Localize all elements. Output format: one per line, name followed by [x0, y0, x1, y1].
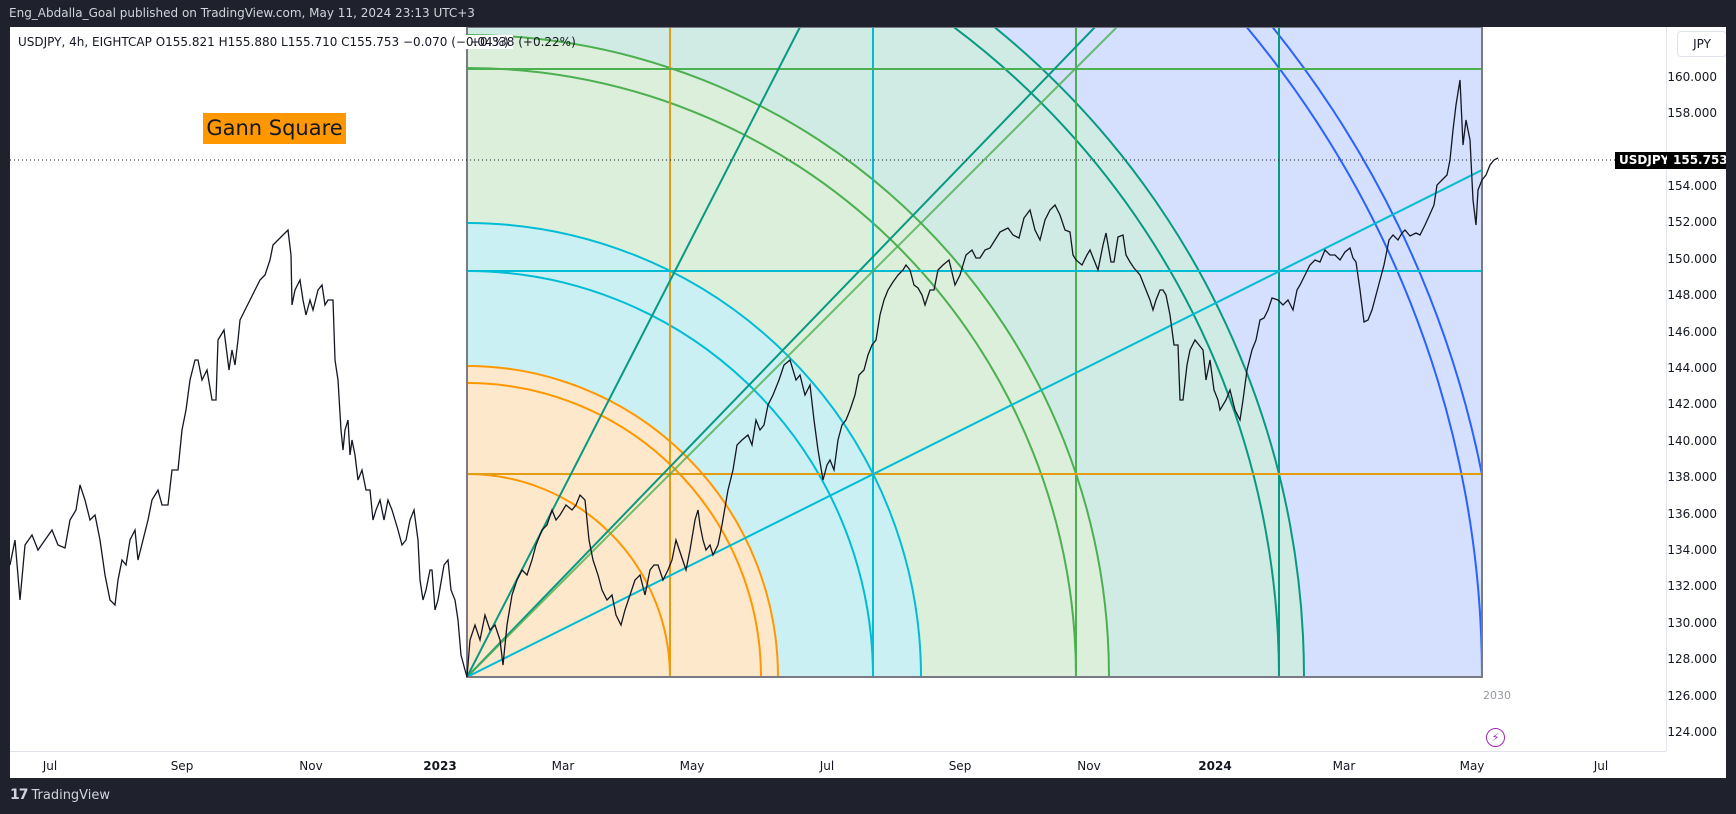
price-tick: 126.000	[1667, 689, 1717, 703]
price-tick: 142.000	[1667, 397, 1717, 411]
change-value: +0.338 (+0.22%)	[470, 35, 576, 49]
price-tick: 154.000	[1667, 179, 1717, 193]
price-tick: 152.000	[1667, 215, 1717, 229]
time-label: Jul	[1593, 759, 1609, 773]
time-label: Jul	[42, 759, 58, 773]
time-label: Sep	[948, 759, 972, 773]
price-tick: 160.000	[1667, 70, 1717, 84]
lightning-icon[interactable]: ⚡	[1486, 728, 1505, 747]
footer-branding: 17 TradingView	[10, 787, 110, 803]
gann-square-drawing[interactable]	[10, 27, 1666, 751]
time-axis[interactable]: Jul Sep Nov 2023 Mar May Jul Sep Nov 202…	[10, 751, 1666, 778]
symbol-tag: USDJPY	[1615, 152, 1674, 169]
price-tick: 158.000	[1667, 106, 1717, 120]
price-tick: 136.000	[1667, 507, 1717, 521]
price-tick: 144.000	[1667, 361, 1717, 375]
publisher-header: Eng_Abdalla_Goal published on TradingVie…	[9, 6, 475, 20]
price-tick: 148.000	[1667, 288, 1717, 302]
tradingview-logo-icon: 17	[10, 787, 29, 803]
price-series	[10, 79, 1499, 678]
time-label: Sep	[170, 759, 194, 773]
gann-end-year-label: 2030	[1483, 689, 1511, 702]
currency-button[interactable]: JPY	[1677, 31, 1726, 57]
price-tick: 132.000	[1667, 579, 1717, 593]
price-tick: 140.000	[1667, 434, 1717, 448]
price-tick: 150.000	[1667, 252, 1717, 266]
chart-frame[interactable]: USDJPY, 4h, EIGHTCAP O155.821 H155.880 L…	[10, 27, 1726, 778]
price-tick: 138.000	[1667, 470, 1717, 484]
price-tick: 124.000	[1667, 725, 1717, 739]
time-label: Mar	[1332, 759, 1356, 773]
last-price-tag: 155.753	[1667, 152, 1726, 169]
price-tick: 146.000	[1667, 325, 1717, 339]
price-tick: 128.000	[1667, 652, 1717, 666]
symbol-legend: USDJPY, 4h, EIGHTCAP O155.821 H155.880 L…	[18, 35, 513, 49]
gann-square-label[interactable]: Gann Square	[203, 113, 346, 144]
price-axis[interactable]: JPY 160.000 158.000 154.000 152.000 150.…	[1666, 27, 1726, 751]
price-tick: 134.000	[1667, 543, 1717, 557]
time-label: May	[1459, 759, 1485, 773]
price-tick: 130.000	[1667, 616, 1717, 630]
time-label: Nov	[299, 759, 323, 773]
time-label: Jul	[819, 759, 835, 773]
time-label: Mar	[551, 759, 575, 773]
brand-name: TradingView	[31, 787, 111, 803]
ohlc-values: USDJPY, 4h, EIGHTCAP O155.821 H155.880 L…	[18, 35, 509, 49]
time-label: May	[679, 759, 705, 773]
time-label: 2024	[1198, 759, 1232, 773]
time-label: 2023	[423, 759, 457, 773]
time-label: Nov	[1077, 759, 1101, 773]
